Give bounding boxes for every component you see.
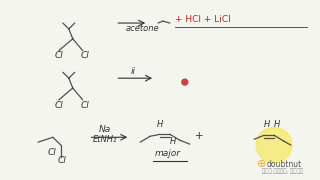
Text: +: + [195,131,203,141]
Text: Cl: Cl [81,101,90,110]
Text: Cl: Cl [48,148,57,157]
Text: ii: ii [130,67,135,76]
Text: + HCl + LiCl: + HCl + LiCl [175,15,231,24]
Circle shape [182,79,188,85]
Circle shape [256,127,292,163]
Text: H: H [274,120,280,129]
Text: acetone: acetone [125,24,159,33]
Text: doubtnut: doubtnut [267,160,302,169]
Text: Cl: Cl [55,51,64,60]
Text: H: H [264,120,270,129]
Text: major: major [155,149,181,158]
Text: Cl: Cl [58,156,67,165]
Text: Cl: Cl [81,51,90,60]
Text: ⊕: ⊕ [257,159,267,169]
Text: Na: Na [99,125,111,134]
Text: EtNH₂: EtNH₂ [92,135,117,144]
Text: H: H [170,137,176,146]
Text: कुछ पूछो, सीखो: कुछ पूछो, सीखो [262,168,303,174]
Text: H: H [157,120,163,129]
Text: Cl: Cl [55,101,64,110]
